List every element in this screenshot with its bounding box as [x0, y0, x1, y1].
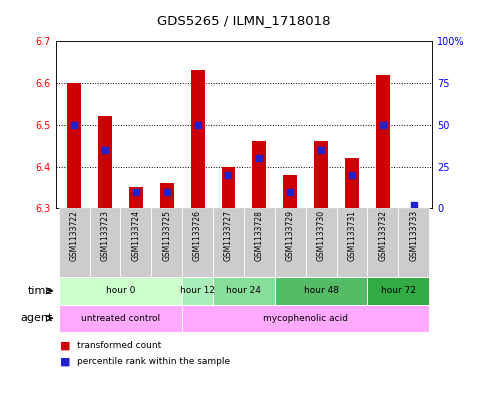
- Point: [410, 202, 418, 208]
- Text: GSM1133722: GSM1133722: [70, 210, 79, 261]
- Bar: [337, 208, 368, 277]
- Bar: [345, 158, 359, 208]
- Point: [101, 147, 109, 153]
- Bar: [58, 277, 182, 305]
- Text: ■: ■: [60, 356, 71, 367]
- Bar: [160, 183, 174, 208]
- Text: GDS5265 / ILMN_1718018: GDS5265 / ILMN_1718018: [157, 14, 331, 27]
- Text: GSM1133733: GSM1133733: [409, 210, 418, 261]
- Text: mycophenolic acid: mycophenolic acid: [263, 314, 348, 323]
- Bar: [213, 277, 275, 305]
- Bar: [58, 305, 182, 332]
- Bar: [275, 208, 306, 277]
- Bar: [67, 83, 81, 208]
- Bar: [244, 208, 275, 277]
- Bar: [284, 175, 297, 208]
- Point: [317, 147, 325, 153]
- Bar: [182, 208, 213, 277]
- Text: hour 48: hour 48: [304, 286, 339, 295]
- Text: percentile rank within the sample: percentile rank within the sample: [77, 357, 230, 366]
- Text: agent: agent: [21, 313, 53, 323]
- Text: transformed count: transformed count: [77, 342, 161, 350]
- Text: ■: ■: [60, 341, 71, 351]
- Bar: [89, 208, 120, 277]
- Text: hour 24: hour 24: [227, 286, 261, 295]
- Text: time: time: [28, 286, 53, 296]
- Bar: [306, 208, 337, 277]
- Text: hour 12: hour 12: [180, 286, 215, 295]
- Point: [225, 172, 232, 178]
- Text: GSM1133727: GSM1133727: [224, 210, 233, 261]
- Point: [256, 155, 263, 162]
- Text: GSM1133723: GSM1133723: [100, 210, 110, 261]
- Text: GSM1133729: GSM1133729: [286, 210, 295, 261]
- Point: [70, 122, 78, 128]
- Text: GSM1133724: GSM1133724: [131, 210, 141, 261]
- Bar: [253, 141, 266, 208]
- Bar: [368, 277, 429, 305]
- Text: GSM1133730: GSM1133730: [317, 210, 326, 261]
- Bar: [222, 167, 235, 208]
- Bar: [368, 208, 398, 277]
- Text: GSM1133726: GSM1133726: [193, 210, 202, 261]
- Point: [348, 172, 356, 178]
- Bar: [191, 70, 204, 208]
- Bar: [275, 277, 368, 305]
- Bar: [182, 277, 213, 305]
- Bar: [120, 208, 151, 277]
- Text: untreated control: untreated control: [81, 314, 160, 323]
- Bar: [58, 208, 89, 277]
- Bar: [98, 116, 112, 208]
- Text: GSM1133725: GSM1133725: [162, 210, 171, 261]
- Bar: [182, 305, 429, 332]
- Bar: [213, 208, 244, 277]
- Bar: [314, 141, 328, 208]
- Text: GSM1133731: GSM1133731: [347, 210, 356, 261]
- Text: hour 72: hour 72: [381, 286, 416, 295]
- Bar: [151, 208, 182, 277]
- Bar: [398, 208, 429, 277]
- Text: hour 0: hour 0: [106, 286, 135, 295]
- Bar: [376, 75, 390, 208]
- Point: [163, 189, 170, 195]
- Point: [286, 189, 294, 195]
- Point: [132, 189, 140, 195]
- Text: GSM1133728: GSM1133728: [255, 210, 264, 261]
- Point: [194, 122, 201, 128]
- Text: GSM1133732: GSM1133732: [378, 210, 387, 261]
- Point: [379, 122, 387, 128]
- Bar: [129, 187, 143, 208]
